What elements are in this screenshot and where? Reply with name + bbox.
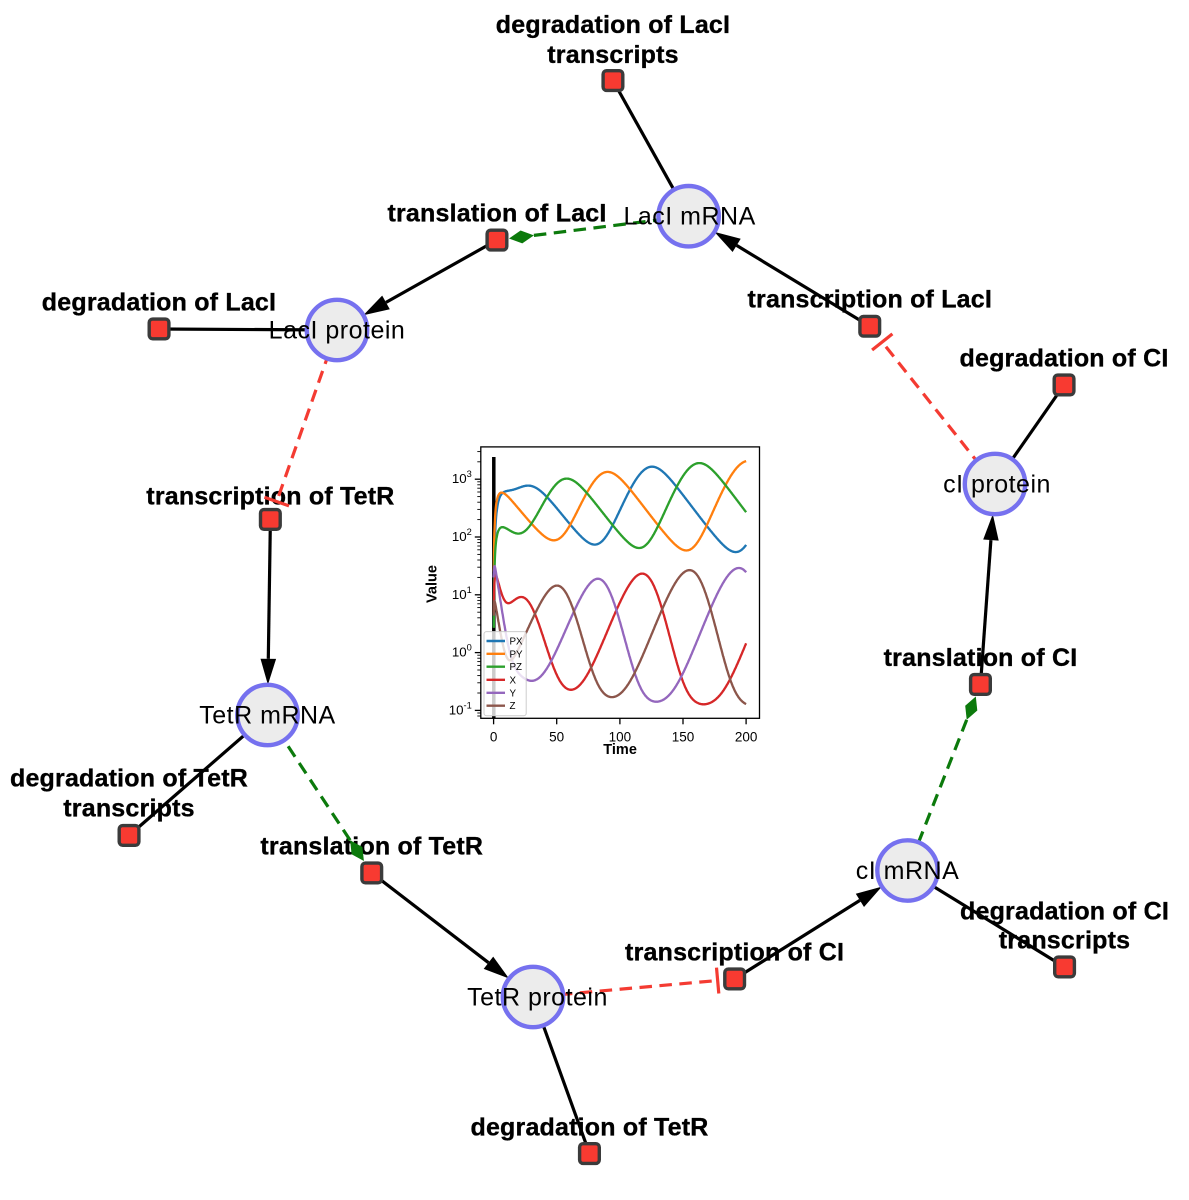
svg-text:X: X <box>510 675 517 686</box>
svg-text:translation of LacI: translation of LacI <box>387 200 606 228</box>
svg-text:LacI mRNA: LacI mRNA <box>623 203 755 231</box>
svg-text:PZ: PZ <box>510 662 523 673</box>
svg-text:Y: Y <box>510 688 517 699</box>
svg-text:transcription of CI: transcription of CI <box>625 938 844 966</box>
svg-text:50: 50 <box>549 729 564 744</box>
svg-text:LacI protein: LacI protein <box>269 317 406 345</box>
svg-text:transcription of TetR: transcription of TetR <box>146 483 394 511</box>
svg-text:degradation of TetR: degradation of TetR <box>470 1114 708 1142</box>
svg-text:100: 100 <box>609 729 632 744</box>
svg-text:Z: Z <box>510 701 516 712</box>
svg-text:PX: PX <box>510 637 524 648</box>
svg-text:0: 0 <box>490 729 498 744</box>
svg-text:cI protein: cI protein <box>943 471 1051 499</box>
svg-text:degradation of TetR: degradation of TetR <box>10 765 248 793</box>
svg-text:150: 150 <box>672 729 695 744</box>
svg-text:transcripts: transcripts <box>547 41 678 69</box>
svg-text:degradation of LacI: degradation of LacI <box>496 11 730 39</box>
svg-text:degradation of CI: degradation of CI <box>960 344 1169 372</box>
svg-text:Time: Time <box>603 742 637 758</box>
svg-text:translation of TetR: translation of TetR <box>260 832 483 860</box>
svg-text:degradation of CI: degradation of CI <box>960 898 1169 926</box>
svg-text:200: 200 <box>735 729 758 744</box>
svg-text:PY: PY <box>510 649 524 660</box>
svg-text:translation of CI: translation of CI <box>884 644 1078 672</box>
svg-text:degradation of LacI: degradation of LacI <box>42 289 276 317</box>
svg-text:transcription of LacI: transcription of LacI <box>748 286 993 314</box>
svg-text:TetR mRNA: TetR mRNA <box>199 702 335 730</box>
svg-text:cI mRNA: cI mRNA <box>856 857 960 885</box>
svg-text:Value: Value <box>425 565 441 603</box>
svg-text:transcripts: transcripts <box>63 795 194 823</box>
svg-text:TetR protein: TetR protein <box>467 984 608 1012</box>
